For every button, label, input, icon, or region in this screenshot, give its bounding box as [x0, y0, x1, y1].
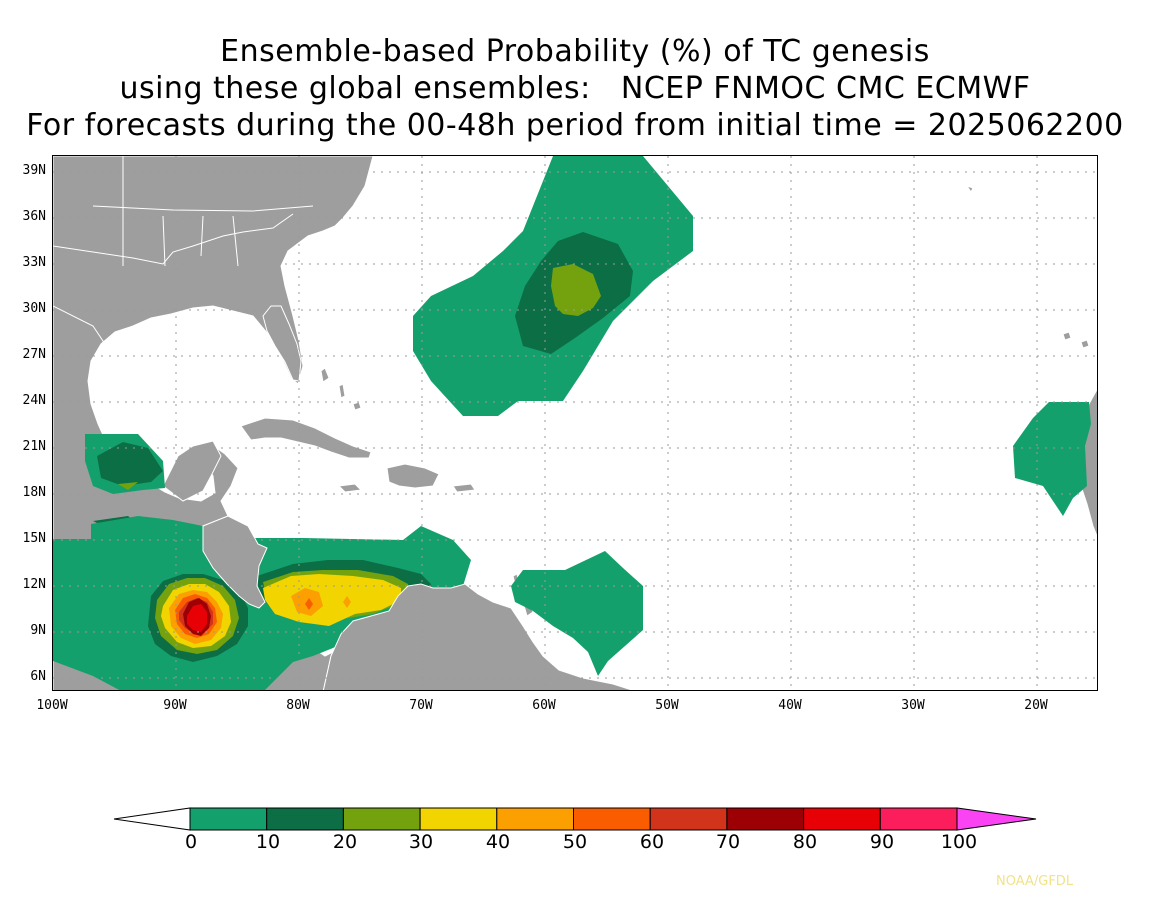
credit-text: NOAA/GFDL	[996, 874, 1074, 889]
bahamas-land	[320, 367, 362, 411]
colorbar-over-triangle	[956, 807, 1037, 831]
contour-20-30-atlantic-north	[551, 264, 601, 316]
contour-0-10-east-caribbean	[511, 551, 643, 676]
lat-label-30n: 30N	[22, 301, 46, 316]
colorbar-swatch-50	[573, 807, 651, 831]
colorbar-label-80: 80	[792, 831, 818, 853]
colorbar-swatch-0	[189, 807, 268, 831]
lon-label-60w: 60W	[532, 698, 556, 713]
colorbar-swatch-80	[803, 807, 881, 831]
colombia-overlay	[322, 583, 634, 690]
lon-label-40w: 40W	[778, 698, 802, 713]
hispaniola-land	[386, 463, 440, 489]
colorbar-swatch-70	[726, 807, 805, 831]
title-line-2: using these global ensembles: NCEP FNMOC…	[119, 71, 1031, 106]
yucatan-land	[162, 440, 222, 502]
atlantic-islands-land	[965, 185, 1090, 349]
lat-label-9n: 9N	[30, 623, 46, 638]
lat-label-18n: 18N	[22, 485, 46, 500]
grid-layer	[53, 156, 1097, 690]
colorbar-label-90: 90	[869, 831, 895, 853]
colorbar-swatch-20	[342, 807, 421, 831]
colorbar-label-10: 10	[255, 831, 281, 853]
lon-label-30w: 30W	[901, 698, 925, 713]
lat-label-33n: 33N	[22, 255, 46, 270]
title-line-3: For forecasts during the 00-48h period f…	[26, 108, 1124, 143]
lat-label-36n: 36N	[22, 209, 46, 224]
central-america-overlay	[202, 515, 268, 609]
map-panel	[52, 155, 1098, 691]
probability-layer	[53, 156, 1091, 690]
contour-0-10-africa-coast	[1013, 402, 1091, 516]
colorbar-label-70: 70	[715, 831, 741, 853]
contour-20-30-mexico	[118, 482, 138, 490]
contour-40-50-caribbean-2	[343, 596, 351, 608]
lat-label-15n: 15N	[22, 531, 46, 546]
lon-label-70w: 70W	[409, 698, 433, 713]
colorbar-label-30: 30	[408, 831, 434, 853]
colorbar-label-50: 50	[562, 831, 588, 853]
title-line-1: Ensemble-based Probability (%) of TC gen…	[220, 34, 930, 69]
lat-label-12n: 12N	[22, 577, 46, 592]
lat-label-27n: 27N	[22, 347, 46, 362]
lon-label-90w: 90W	[163, 698, 187, 713]
colorbar-swatch-60	[649, 807, 728, 831]
lon-label-80w: 80W	[286, 698, 310, 713]
colorbar-swatch-10	[266, 807, 344, 831]
colorbar-swatch-90	[879, 807, 958, 831]
lon-label-20w: 20W	[1024, 698, 1048, 713]
colorbar-swatches	[189, 807, 958, 831]
puerto-rico-land	[452, 483, 476, 493]
contour-50-60-caribbean-dot	[305, 598, 313, 610]
colorbar-label-100: 100	[940, 831, 978, 853]
colorbar-under-triangle	[113, 807, 191, 831]
lat-label-39n: 39N	[22, 163, 46, 178]
contour-80-90-pacific	[187, 604, 207, 632]
borders-layer	[53, 156, 314, 375]
lat-label-6n: 6N	[30, 669, 46, 684]
contour-30-40-caribbean	[263, 574, 401, 626]
jamaica-land	[337, 483, 363, 493]
lat-label-21n: 21N	[22, 439, 46, 454]
map-canvas	[53, 156, 1097, 690]
cuba-land	[240, 417, 372, 459]
colorbar-label-0: 0	[184, 831, 198, 853]
lon-label-50w: 50W	[655, 698, 679, 713]
colorbar-label-20: 20	[332, 831, 358, 853]
contour-10-20-mexico	[97, 442, 163, 486]
colorbar-swatch-30	[419, 807, 498, 831]
colorbar-label-40: 40	[485, 831, 511, 853]
colorbar-swatch-40	[496, 807, 574, 831]
colorbar-label-60: 60	[639, 831, 665, 853]
colorbar	[113, 807, 1037, 831]
lon-label-100w: 100W	[36, 698, 68, 713]
lat-label-24n: 24N	[22, 393, 46, 408]
florida-land	[262, 305, 302, 382]
